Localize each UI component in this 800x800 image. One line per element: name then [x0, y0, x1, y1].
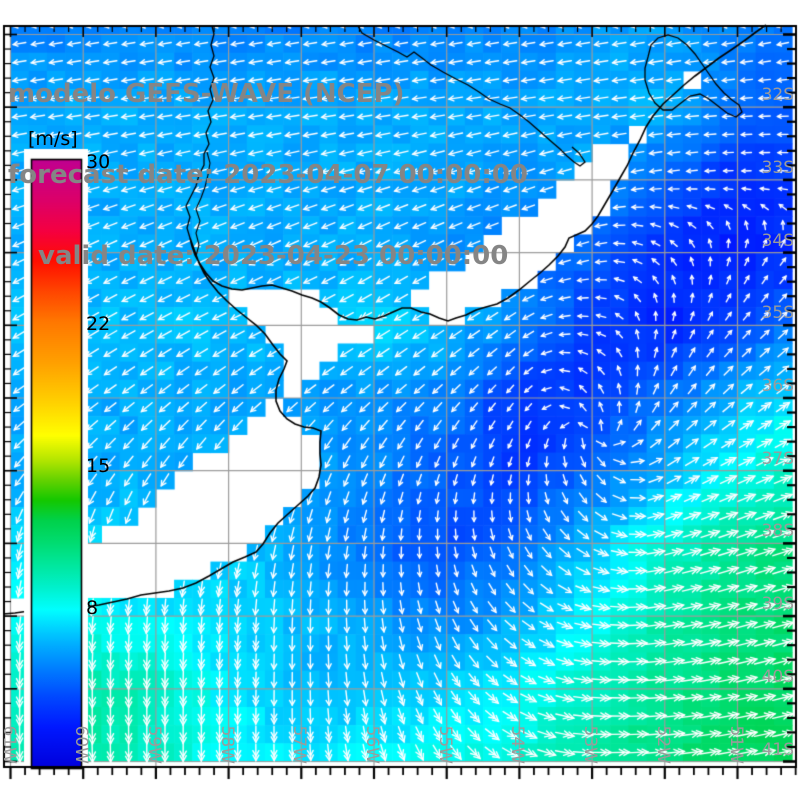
lon-label: 61W [0, 725, 19, 764]
colorbar-tick-label: 8 [86, 596, 99, 619]
forecast-date-line: forecast date: 2023-04-07 00:00:00 [8, 160, 528, 190]
lon-label: 53W [580, 725, 601, 764]
lat-label: 37S [761, 448, 794, 469]
plot-titles: modelo GEFS-WAVE (NCEP) forecast date: 2… [8, 27, 528, 324]
lat-label: 36S [761, 376, 794, 396]
colorbar-tick-label: 30 [86, 151, 111, 173]
lon-label: 51W [725, 725, 746, 764]
lat-label: 39S [761, 594, 794, 615]
valid-date-line: valid date: 2023-04-23 00:00:00 [38, 241, 509, 271]
lat-label: 40S [761, 666, 794, 687]
lon-label: 58W [216, 725, 237, 764]
colorbar-unit-label: [m/s] [28, 128, 78, 150]
lon-label: 56W [362, 725, 382, 764]
lon-label: 52W [652, 725, 673, 764]
lat-label: 33S [761, 157, 794, 178]
lat-label: 38S [761, 521, 794, 542]
lat-label: 41S [761, 739, 794, 760]
colorbar-tick-label: 15 [86, 455, 111, 477]
lon-label: 60W [71, 725, 92, 764]
lon-label: 59W [143, 725, 164, 764]
model-title: modelo GEFS-WAVE (NCEP) [8, 79, 405, 109]
lon-label: 57W [289, 725, 310, 764]
lat-label: 35S [761, 303, 794, 324]
colorbar-tick-label: 22 [86, 313, 111, 336]
lat-label: 32S [761, 85, 794, 106]
lon-label: 54W [507, 725, 528, 764]
lat-label: 34S [761, 230, 794, 251]
lon-label: 55W [434, 725, 455, 764]
